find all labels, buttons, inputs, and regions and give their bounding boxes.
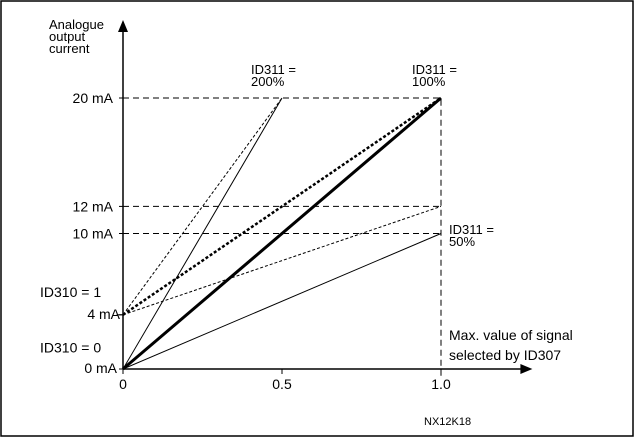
y-axis-label-line-2: current	[49, 41, 90, 56]
y-tick-label-0: 0 mA	[84, 360, 117, 376]
x-tick-label-0: 0	[119, 376, 127, 392]
x-axis-arrow	[520, 364, 533, 374]
series-line-1	[122, 97, 283, 370]
figure-code-label: NX12K18	[424, 416, 471, 428]
axes	[118, 20, 533, 374]
annotation-2-line-1: 50%	[449, 234, 475, 249]
series-line-5	[122, 205, 442, 316]
annotation-0-line-0: ID311 =	[251, 62, 296, 77]
x-tick-label-1: 0.5	[272, 376, 292, 392]
annotation-0-line-1: 200%	[251, 74, 285, 89]
x-axis-label-line-0: Max. value of signal	[449, 327, 573, 343]
annotation-2-line-0: ID311 =	[449, 222, 494, 237]
y-axis-arrow	[118, 20, 128, 32]
annotation-1-line-0: ID311 =	[412, 62, 457, 77]
y-axis-label-line-0: Analogue	[49, 17, 104, 32]
x-axis-label-line-1: selected by ID307	[449, 347, 561, 363]
x-tick-label-2: 1.0	[431, 376, 451, 392]
y-tick-label-3: 12 mA	[73, 198, 114, 214]
y-tick-label-2: 10 mA	[73, 226, 114, 242]
series-line-0	[122, 96, 442, 371]
y-axis-label-line-1: output	[49, 29, 86, 44]
y-tick-label-1: 4 mA	[87, 306, 120, 322]
y-side-label-0: ID310 = 0	[40, 339, 101, 355]
series-line-3	[122, 96, 442, 316]
y-side-label-1: ID310 = 1	[40, 284, 101, 300]
series-lines	[122, 96, 442, 371]
y-tick-label-4: 20 mA	[73, 90, 114, 106]
labels: 0 mA 4 mA 10 mA 12 mA 20 mA 0 0.5 1.0 ID310 = 0 I…	[40, 17, 573, 428]
annotation-1-line-1: 100%	[412, 74, 446, 89]
series-line-2	[122, 233, 442, 370]
ticks	[119, 97, 442, 374]
